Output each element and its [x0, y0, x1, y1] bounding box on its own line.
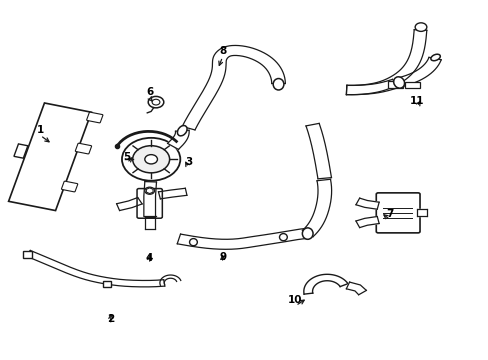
Circle shape	[144, 155, 157, 164]
Circle shape	[122, 138, 180, 181]
Circle shape	[144, 187, 154, 194]
Bar	[387, 81, 403, 88]
Circle shape	[132, 146, 169, 173]
Bar	[103, 281, 111, 287]
Polygon shape	[182, 45, 285, 130]
Ellipse shape	[177, 126, 187, 136]
Circle shape	[152, 99, 160, 105]
Ellipse shape	[430, 54, 439, 61]
Polygon shape	[355, 198, 378, 209]
Polygon shape	[396, 57, 440, 87]
FancyBboxPatch shape	[137, 189, 162, 218]
Bar	[23, 251, 32, 258]
Text: 11: 11	[409, 96, 424, 106]
Circle shape	[414, 23, 426, 31]
Text: 6: 6	[146, 87, 153, 97]
FancyBboxPatch shape	[86, 112, 102, 123]
Bar	[9, 103, 91, 211]
Ellipse shape	[189, 239, 197, 246]
Polygon shape	[116, 198, 142, 211]
FancyBboxPatch shape	[375, 193, 419, 233]
Text: 2: 2	[107, 314, 114, 324]
FancyBboxPatch shape	[75, 143, 91, 154]
Text: 8: 8	[219, 46, 226, 56]
Text: 3: 3	[184, 157, 192, 167]
Polygon shape	[346, 282, 366, 295]
Polygon shape	[303, 274, 347, 294]
Text: 10: 10	[288, 295, 302, 305]
Polygon shape	[355, 216, 378, 228]
Polygon shape	[158, 188, 186, 199]
Text: 1: 1	[37, 125, 44, 135]
Polygon shape	[143, 181, 156, 216]
Polygon shape	[346, 30, 426, 95]
Bar	[10, 104, 89, 209]
Polygon shape	[302, 179, 331, 237]
Ellipse shape	[273, 78, 284, 90]
Polygon shape	[26, 251, 164, 287]
Polygon shape	[416, 209, 426, 216]
Text: 9: 9	[219, 252, 226, 262]
Ellipse shape	[302, 228, 312, 239]
Polygon shape	[346, 79, 397, 95]
Polygon shape	[160, 275, 181, 285]
Polygon shape	[144, 217, 154, 229]
Text: 7: 7	[386, 209, 393, 219]
Text: 4: 4	[146, 253, 153, 263]
Circle shape	[148, 96, 163, 108]
Bar	[14, 144, 28, 158]
Bar	[404, 82, 419, 88]
Polygon shape	[305, 123, 331, 179]
Text: 5: 5	[123, 152, 130, 162]
Polygon shape	[177, 229, 305, 249]
FancyBboxPatch shape	[61, 181, 78, 192]
Ellipse shape	[279, 234, 287, 241]
Ellipse shape	[393, 77, 404, 88]
Polygon shape	[167, 130, 189, 149]
